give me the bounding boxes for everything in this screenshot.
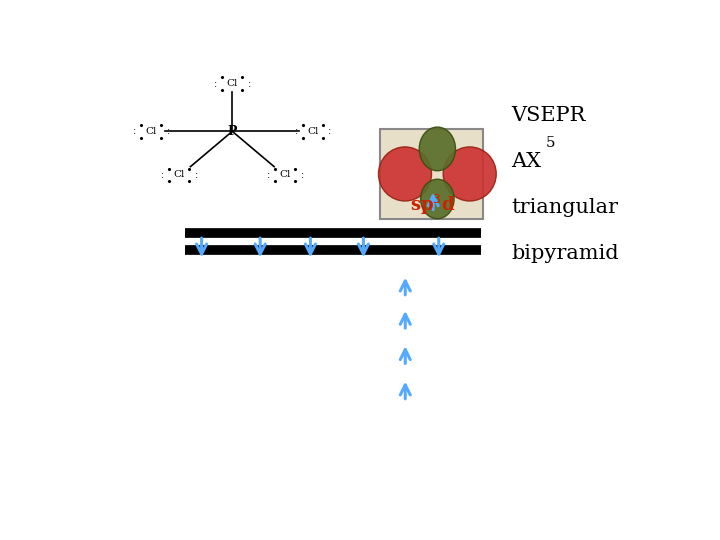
Ellipse shape <box>420 179 454 219</box>
Text: P: P <box>228 125 237 138</box>
Text: Cl: Cl <box>227 79 238 88</box>
Text: :: : <box>248 78 251 89</box>
Text: VSEPR: VSEPR <box>511 106 585 125</box>
Text: :: : <box>214 78 217 89</box>
Text: Cl: Cl <box>145 127 157 136</box>
Text: :: : <box>328 126 332 136</box>
Text: bipyramid: bipyramid <box>511 244 619 262</box>
Text: :: : <box>300 170 304 180</box>
Text: triangular: triangular <box>511 198 618 217</box>
Ellipse shape <box>419 127 456 171</box>
Text: :: : <box>161 170 164 180</box>
Text: :: : <box>194 170 198 180</box>
Text: Cl: Cl <box>279 171 291 179</box>
Bar <box>380 129 483 219</box>
Text: :: : <box>166 126 170 136</box>
Ellipse shape <box>379 147 431 201</box>
Text: sp$^3$d: sp$^3$d <box>410 192 456 217</box>
Text: Cl: Cl <box>307 127 319 136</box>
Text: :: : <box>294 126 298 136</box>
Text: AX: AX <box>511 152 541 171</box>
Text: 5: 5 <box>546 136 555 150</box>
Text: :: : <box>133 126 136 136</box>
Text: :: : <box>267 170 270 180</box>
Ellipse shape <box>444 147 496 201</box>
Text: Cl: Cl <box>174 171 185 179</box>
